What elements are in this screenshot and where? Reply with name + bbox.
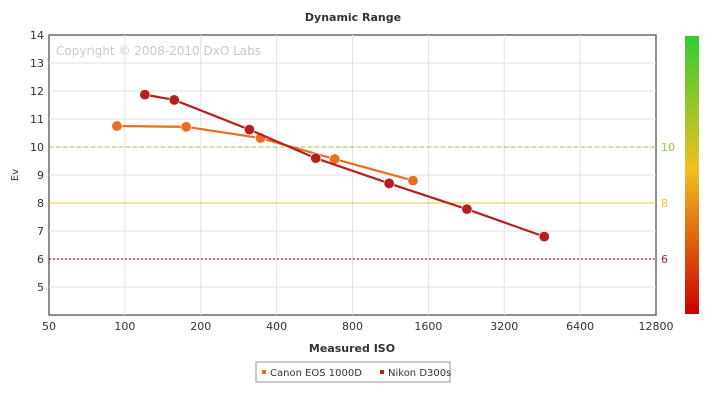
x-tick-label: 3200 <box>490 320 518 333</box>
y-tick-label: 5 <box>37 281 44 294</box>
y-tick-label: 8 <box>37 197 44 210</box>
x-tick-label: 12800 <box>639 320 674 333</box>
legend-label-nikon: Nikon D300s <box>388 368 451 379</box>
x-axis-label: Measured ISO <box>309 342 395 355</box>
y-tick-label: 12 <box>30 85 44 98</box>
chart-title: Dynamic Range <box>305 11 401 24</box>
legend-swatch-nikon <box>380 370 384 374</box>
legend-box <box>255 361 451 383</box>
x-tick-label: 100 <box>114 320 135 333</box>
y-axis-label: Ev <box>10 169 21 181</box>
x-tick-label: 6400 <box>566 320 594 333</box>
x-axis-ticks: 50 100 200 400 800 1600 3200 6400 12800 <box>42 320 674 333</box>
data-point-1 <box>310 152 322 164</box>
data-point-1 <box>243 124 255 136</box>
color-scale-bar <box>685 36 699 314</box>
legend: Canon EOS 1000D Nikon D300s <box>255 361 451 383</box>
y-tick-label: 6 <box>37 253 44 266</box>
y-tick-label: 7 <box>37 225 44 238</box>
data-point-1 <box>139 89 151 101</box>
y-axis-ticks: 5 6 7 8 9 10 11 12 13 14 <box>30 29 44 294</box>
reference-label-8: 8 <box>661 197 668 210</box>
y-tick-label: 13 <box>30 57 44 70</box>
data-series <box>111 89 550 243</box>
y-tick-label: 11 <box>30 113 44 126</box>
x-tick-label: 400 <box>266 320 287 333</box>
y-tick-label: 10 <box>30 141 44 154</box>
x-tick-label: 200 <box>190 320 211 333</box>
data-point-1 <box>461 203 473 215</box>
y-tick-label: 9 <box>37 169 44 182</box>
data-point-1 <box>168 94 180 106</box>
x-tick-label: 800 <box>342 320 363 333</box>
copyright-watermark: Copyright © 2008-2010 DxO Labs <box>56 44 261 58</box>
x-tick-label: 50 <box>42 320 56 333</box>
y-tick-label: 14 <box>30 29 44 42</box>
data-point-0 <box>180 121 192 133</box>
data-point-1 <box>383 177 395 189</box>
legend-label-canon: Canon EOS 1000D <box>270 368 362 379</box>
data-point-0 <box>407 175 419 187</box>
legend-swatch-canon <box>262 370 266 374</box>
reference-label-10: 10 <box>661 141 675 154</box>
reference-label-6: 6 <box>661 253 668 266</box>
data-point-0 <box>111 120 123 132</box>
data-point-1 <box>538 231 550 243</box>
reference-lines: 10 8 6 <box>49 141 675 266</box>
x-tick-label: 1600 <box>414 320 442 333</box>
